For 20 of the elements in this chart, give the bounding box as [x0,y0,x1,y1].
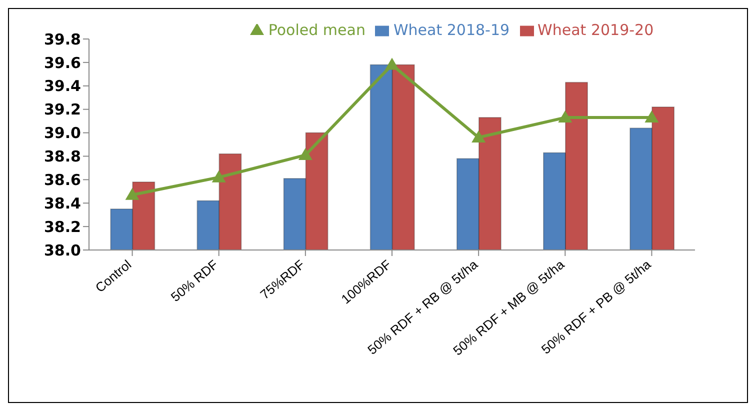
point [298,148,312,160]
point [644,110,659,123]
y-tick-label: 39.6 [44,54,81,72]
y-tick-label: 39.8 [44,30,81,48]
y-tick-label: 39.0 [44,124,81,142]
point [385,58,399,70]
point [472,130,486,142]
y-tick-label: 39.4 [44,77,81,96]
legend-label: Pooled mean [268,21,366,39]
y-tick-label: 39.2 [44,100,81,119]
y-tick-label: 38.4 [44,194,81,212]
point [558,110,572,123]
legend-label: Wheat 2019-20 [538,21,654,39]
y-tick-label: 38.2 [44,218,81,236]
legend-label: Wheat 2018-19 [393,21,510,39]
point [125,188,140,200]
y-tick-label: 38.6 [44,170,81,189]
point [212,170,226,182]
y-tick-label: 38.8 [44,148,81,166]
y-tick-label: 38.0 [44,241,81,260]
